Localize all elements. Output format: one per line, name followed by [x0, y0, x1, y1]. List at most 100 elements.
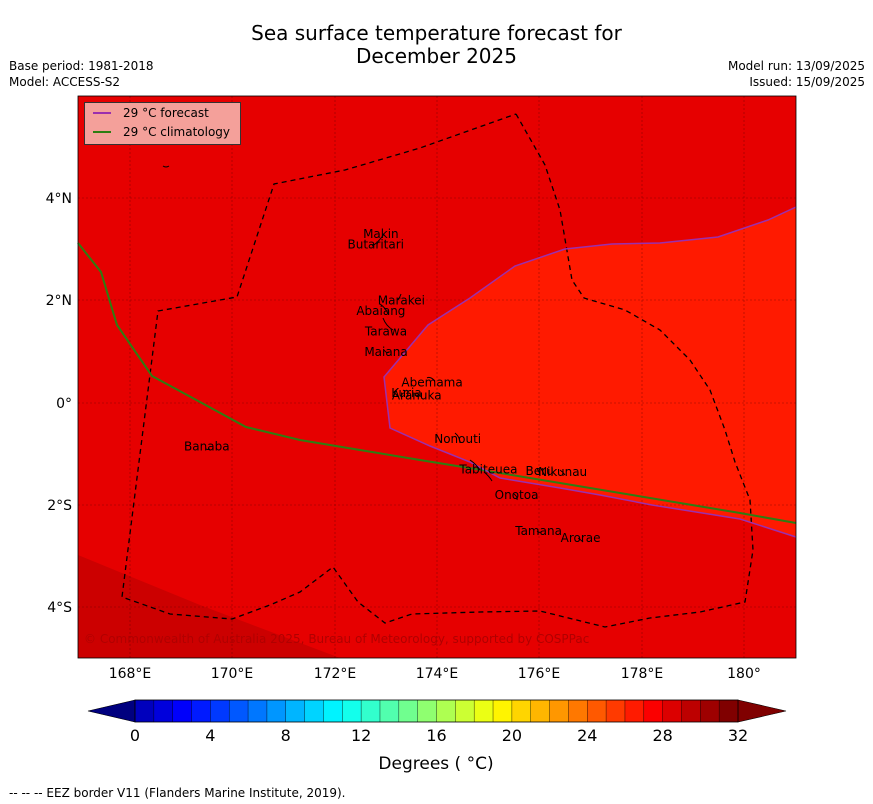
- island-label-tabiteuea: Tabiteuea: [458, 463, 517, 477]
- island-label-banaba: Banaba: [184, 440, 230, 454]
- colorbar-under-arrow: [87, 699, 136, 723]
- colorbar-segment: [172, 700, 192, 722]
- colorbar-tick-16: 16: [426, 726, 446, 745]
- x-tick-170e: 170°E: [211, 666, 254, 682]
- y-tick-4n: 4°N: [46, 191, 72, 207]
- island-label-tarawa: Tarawa: [364, 324, 407, 338]
- legend-climatology-label: 29 °C climatology: [123, 125, 231, 139]
- y-tick-0: 0°: [56, 396, 72, 412]
- map-legend: 29 °C forecast 29 °C climatology: [84, 102, 241, 145]
- colorbar-segment: [643, 700, 664, 722]
- colorbar-segment: [436, 700, 456, 722]
- colorbar-segment: [135, 700, 155, 722]
- island-label-abemama: Abemama: [401, 376, 462, 390]
- forecast-contour: [383, 206, 797, 538]
- legend-climatology: 29 °C climatology: [93, 125, 230, 139]
- colorbar-segment: [229, 700, 249, 722]
- colorbar-tick-4: 4: [205, 726, 215, 745]
- colorbar-tick-labels: 0 4 8 12 16 20 24 28 32: [130, 726, 748, 745]
- island-label-marakei: Marakei: [378, 294, 425, 308]
- island-label-aranuka: Aranuka: [392, 388, 442, 402]
- sst-cool-corner: [78, 555, 340, 658]
- colorbar-tick-12: 12: [351, 726, 371, 745]
- axis-ticks: 168°E 170°E 172°E 174°E 176°E 178°E 180°…: [46, 191, 761, 682]
- island-label-beru: Beru: [526, 464, 554, 478]
- y-tick-4s: 4°S: [47, 600, 72, 616]
- legend-forecast: 29 °C forecast: [93, 106, 209, 120]
- colorbar-segment: [398, 700, 419, 722]
- colorbar-segment: [606, 700, 626, 722]
- colorbar-segment: [379, 700, 400, 722]
- colorbar-segment: [210, 700, 230, 722]
- island-label-nonouti: Nonouti: [434, 432, 481, 446]
- island-label-onotoa: Onotoa: [495, 488, 539, 502]
- colorbar-segment: [191, 700, 211, 722]
- x-tick-178e: 178°E: [621, 666, 664, 682]
- island-label-butaritari: Butaritari: [348, 237, 405, 251]
- base-period: Base period: 1981-2018: [9, 59, 154, 73]
- colorbar-tick-32: 32: [728, 726, 748, 745]
- colorbar-tick-24: 24: [577, 726, 597, 745]
- colorbar-segment: [474, 700, 494, 722]
- island-label-nikunau: Nikunau: [538, 465, 587, 479]
- colorbar-segment: [700, 700, 720, 722]
- colorbar-segment: [285, 700, 305, 722]
- x-tick-176e: 176°E: [518, 666, 561, 682]
- island-label-makin: Makin: [363, 227, 399, 241]
- x-tick-172e: 172°E: [314, 666, 357, 682]
- colorbar-segment: [662, 700, 682, 722]
- y-tick-2n: 2°N: [46, 293, 72, 309]
- title-line-2: December 2025: [356, 44, 517, 68]
- island-label-maiana: Maiana: [364, 345, 407, 359]
- model-name: Model: ACCESS-S2: [9, 75, 121, 89]
- colorbar-segment: [342, 700, 362, 722]
- map-frame: [77, 95, 797, 659]
- meta-left: Base period: 1981-2018 Model: ACCESS-S2: [9, 58, 154, 90]
- model-run: Model run: 13/09/2025: [727, 59, 865, 73]
- colorbar-segment: [304, 700, 324, 722]
- colorbar-tick-28: 28: [652, 726, 672, 745]
- x-tick-180: 180°: [727, 666, 761, 682]
- island-label-tamana: Tamana: [514, 524, 562, 538]
- colorbar-segment: [530, 700, 550, 722]
- x-tick-174e: 174°E: [416, 666, 459, 682]
- y-tick-2s: 2°S: [47, 498, 72, 514]
- colorbar-segment: [568, 700, 588, 722]
- eez-border: [121, 113, 754, 628]
- x-tick-168e: 168°E: [109, 666, 152, 682]
- colorbar-segments: [134, 700, 739, 722]
- colorbar-segment: [511, 700, 532, 722]
- colorbar-segment: [455, 700, 475, 722]
- island-shapes: [162, 165, 584, 543]
- legend-forecast-label: 29 °C forecast: [123, 106, 209, 120]
- colorbar-segment: [493, 700, 513, 722]
- sst-warm-region: [384, 207, 796, 537]
- colorbar-tick-0: 0: [130, 726, 140, 745]
- colorbar-segment: [719, 700, 739, 722]
- colorbar-segment: [153, 700, 174, 722]
- title-line-1: Sea surface temperature forecast for: [251, 21, 622, 45]
- island-label-abaiang: Abaiang: [356, 304, 405, 318]
- issued-date: Issued: 15/09/2025: [749, 75, 865, 89]
- colorbar-segment: [248, 700, 268, 722]
- legend-forecast-swatch: [93, 112, 111, 114]
- copyright-text: © Commonwealth of Australia 2025, Bureau…: [84, 632, 589, 646]
- colorbar: 0 4 8 12 16 20 24 28 32 Degrees ( °C): [87, 699, 787, 774]
- colorbar-segment: [361, 700, 381, 722]
- colorbar-segment: [323, 700, 343, 722]
- colorbar-tick-20: 20: [502, 726, 522, 745]
- climatology-contour: [77, 242, 797, 524]
- colorbar-tick-8: 8: [281, 726, 291, 745]
- island-label-arorae: Arorae: [561, 531, 601, 545]
- grid-lines: [78, 96, 796, 658]
- meta-right: Model run: 13/09/2025 Issued: 15/09/2025: [728, 58, 865, 90]
- colorbar-label: Degrees ( °C): [378, 754, 493, 774]
- footer-note: -- -- -- EEZ border V11 (Flanders Marine…: [9, 786, 346, 800]
- island-label-kuria: Kuria: [391, 386, 422, 400]
- colorbar-over-arrow: [737, 699, 787, 723]
- colorbar-segment: [549, 700, 569, 722]
- colorbar-segment: [681, 700, 701, 722]
